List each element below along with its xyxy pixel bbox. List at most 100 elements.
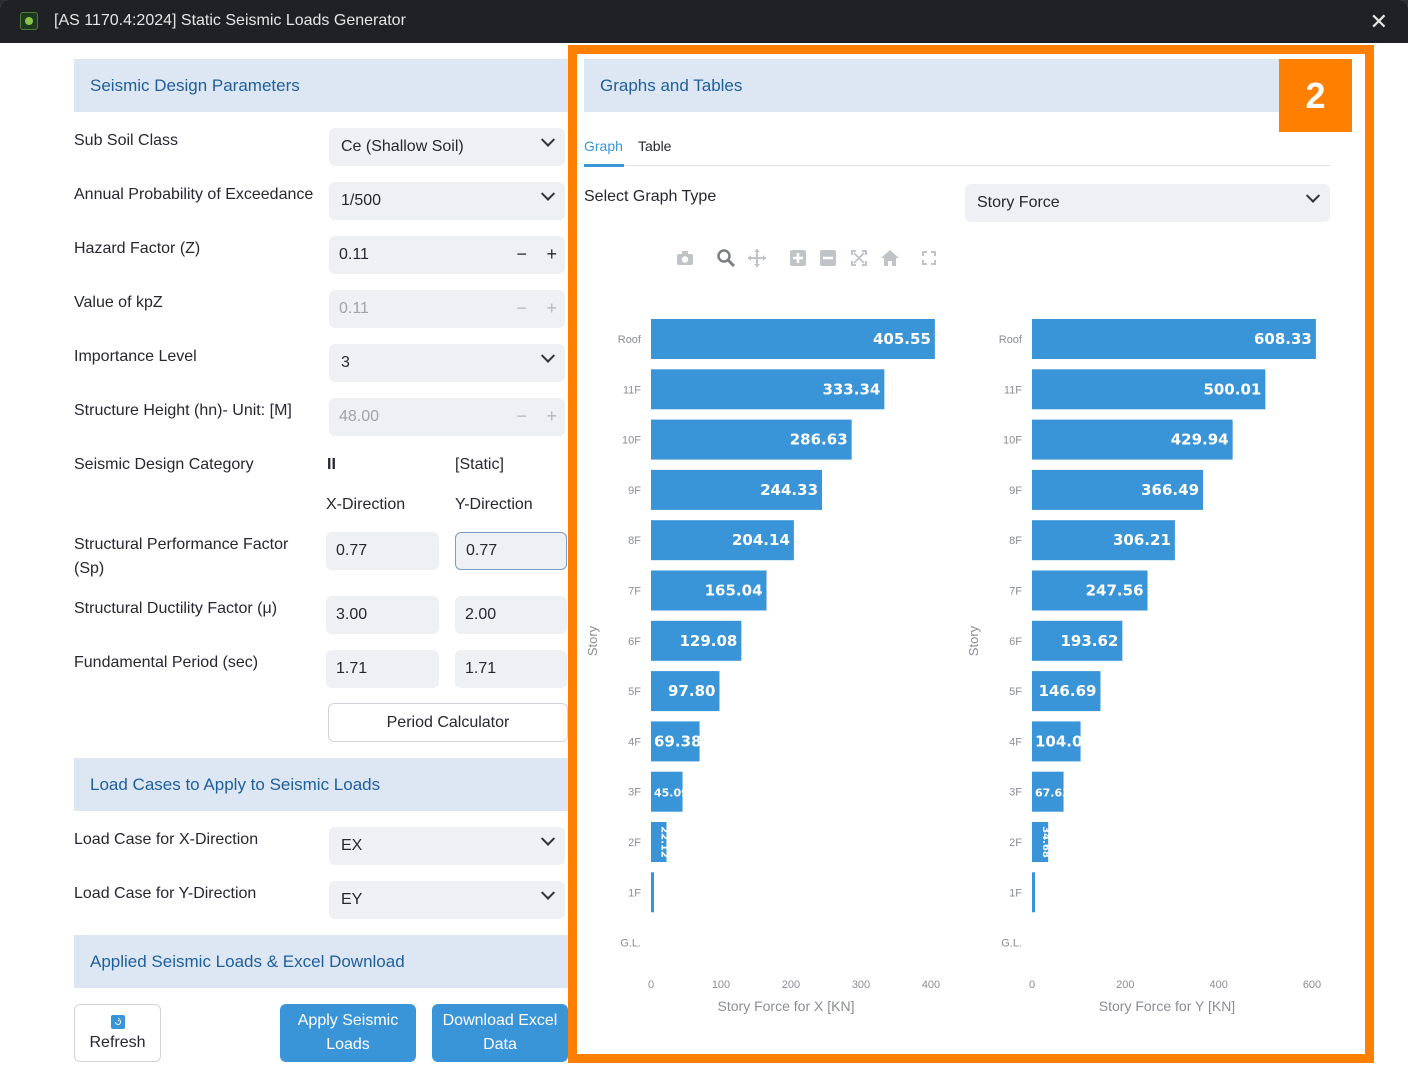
x-chart-bar[interactable] <box>651 872 654 913</box>
applied-loads-header: Applied Seismic Loads & Excel Download <box>74 935 568 988</box>
annual-prob-select[interactable]: 1/500 <box>329 182 565 220</box>
lc-y-value: EY <box>341 891 363 908</box>
graph-type-select[interactable]: Story Force <box>965 184 1330 222</box>
x-chart-tick-label-y: Roof <box>618 334 642 346</box>
x-chart-y-axis-title: Story <box>585 625 600 656</box>
x-chart-bar[interactable] <box>651 419 852 460</box>
increment-button: + <box>546 406 557 426</box>
story-force-x-chart: Roof 405.55 11F 333.34 10F 286.63 9F 244.33 8F 20… <box>585 319 940 1014</box>
fullscreen-icon[interactable] <box>919 248 939 268</box>
chevron-down-icon <box>540 132 556 147</box>
load-cases-header: Load Cases to Apply to Seismic Loads <box>74 758 568 811</box>
sp-x-input[interactable]: 0.77 <box>326 532 439 570</box>
autoscale-icon[interactable] <box>849 248 869 268</box>
x-chart-bar[interactable] <box>651 822 667 862</box>
importance-label: Importance Level <box>74 348 197 365</box>
y-chart-tick-label-y: 4F <box>1009 736 1022 748</box>
x-chart-bar[interactable] <box>651 469 823 510</box>
y-chart-bar[interactable] <box>1032 620 1123 661</box>
sub-soil-class-select[interactable]: Ce (Shallow Soil) <box>329 128 565 166</box>
importance-value: 3 <box>341 354 350 371</box>
mu-x-input[interactable]: 3.00 <box>326 596 439 634</box>
x-chart-bar[interactable] <box>651 520 794 561</box>
refresh-button[interactable]: Refresh <box>74 1004 161 1062</box>
download-excel-button[interactable]: Download Excel Data <box>432 1004 568 1062</box>
increment-button[interactable]: + <box>546 244 557 264</box>
y-chart-bar[interactable] <box>1032 520 1175 561</box>
tab-divider <box>584 165 1331 166</box>
period-calculator-button[interactable]: Period Calculator <box>328 703 568 742</box>
lc-y-select[interactable]: EY <box>329 881 565 919</box>
sub-soil-class-label: Sub Soil Class <box>74 132 179 149</box>
camera-icon[interactable] <box>675 248 695 268</box>
close-icon[interactable]: ✕ <box>1369 9 1388 34</box>
y-chart-bar[interactable] <box>1032 469 1204 510</box>
x-chart-tick-label-y: 2F <box>628 837 641 849</box>
y-chart-bar[interactable] <box>1032 771 1064 812</box>
sp-y-input[interactable]: 0.77 <box>455 532 567 570</box>
story-force-y-chart: Roof 608.33 11F 500.01 10F 429.94 9F 366.49 8F 30… <box>966 319 1321 1014</box>
home-icon[interactable] <box>880 248 900 268</box>
annual-prob-label: Annual Probability of Exceedance <box>74 186 314 203</box>
y-chart-bar[interactable] <box>1032 369 1266 410</box>
y-chart-tick-label-y: 5F <box>1009 686 1022 698</box>
x-chart-bar[interactable] <box>651 620 742 661</box>
x-chart-bar[interactable] <box>651 369 885 410</box>
apply-seismic-loads-button[interactable]: Apply Seismic Loads <box>280 1004 416 1062</box>
lc-x-label: Load Case for X-Direction <box>74 831 259 848</box>
x-chart-data-label: 97.80 <box>668 682 715 700</box>
y-chart-x-axis-title: Story Force for Y [KN] <box>1099 998 1235 1014</box>
tab-table[interactable]: Table <box>638 138 672 154</box>
tab-graph[interactable]: Graph <box>584 138 623 154</box>
x-chart-tick-label-y: 7F <box>628 586 641 598</box>
sdc-label: Seismic Design Category <box>74 456 254 473</box>
y-chart-tick-label-y: 7F <box>1009 586 1022 598</box>
y-chart-bar[interactable] <box>1032 419 1233 460</box>
graphs-tables-header-text: Graphs and Tables <box>600 75 743 95</box>
x-chart-bar[interactable] <box>651 570 767 611</box>
zoom-in-icon[interactable] <box>788 248 808 268</box>
y-chart-bar[interactable] <box>1032 671 1101 712</box>
zoom-icon[interactable] <box>716 248 736 268</box>
x-chart-tick-label-x: 100 <box>712 979 730 991</box>
graph-type-value: Story Force <box>977 194 1060 211</box>
x-chart-bar[interactable] <box>651 721 700 762</box>
y-chart-bar[interactable] <box>1032 822 1049 862</box>
x-chart-bar[interactable] <box>651 771 683 812</box>
x-chart-tick-label-y: 5F <box>628 686 641 698</box>
period-x-input[interactable]: 1.71 <box>326 650 439 688</box>
kpz-input: 0.11 − + <box>329 290 565 328</box>
x-chart-data-label: 204.14 <box>732 531 790 549</box>
graphs-tables-header: Graphs and Tables <box>584 59 1331 112</box>
y-chart-tick-label-y: 11F <box>1004 384 1022 396</box>
pan-icon[interactable] <box>747 248 767 268</box>
mu-y-input[interactable]: 2.00 <box>455 596 567 634</box>
x-chart-x-axis-title: Story Force for X [KN] <box>718 998 855 1014</box>
x-chart-data-label: 165.04 <box>705 582 763 600</box>
apply-seismic-loads-label: Apply Seismic Loads <box>297 1012 399 1053</box>
y-chart-bar[interactable] <box>1032 872 1035 913</box>
x-chart-data-label: 22.12 <box>659 826 670 858</box>
x-chart-tick-label-y: 4F <box>628 736 641 748</box>
hazard-factor-input[interactable]: 0.11 − + <box>329 236 565 274</box>
importance-select[interactable]: 3 <box>329 344 565 382</box>
zoom-out-icon[interactable] <box>818 248 838 268</box>
y-chart-bar[interactable] <box>1032 570 1148 611</box>
mu-y-value: 2.00 <box>465 606 497 623</box>
design-params-header-text: Seismic Design Parameters <box>90 75 300 95</box>
lc-x-select[interactable]: EX <box>329 827 565 865</box>
period-y-input[interactable]: 1.71 <box>455 650 567 688</box>
y-chart-bar[interactable] <box>1032 319 1316 359</box>
y-chart-bar[interactable] <box>1032 721 1081 762</box>
height-label: Structure Height (hn)- Unit: [M] <box>74 402 292 419</box>
x-chart-bar[interactable] <box>651 671 720 712</box>
sp-label: Structural Performance Factor (Sp) <box>74 536 289 577</box>
x-chart-tick-label-y: 9F <box>628 485 641 497</box>
decrement-button[interactable]: − <box>516 244 527 264</box>
app-icon <box>20 12 38 30</box>
x-chart-bar[interactable] <box>651 319 935 359</box>
y-chart-tick-label-y: 2F <box>1009 837 1022 849</box>
y-chart-data-label: 104.07 <box>1035 732 1093 750</box>
graph-type-label: Select Graph Type <box>584 188 717 205</box>
x-chart-tick-label-y: 3F <box>628 787 641 799</box>
